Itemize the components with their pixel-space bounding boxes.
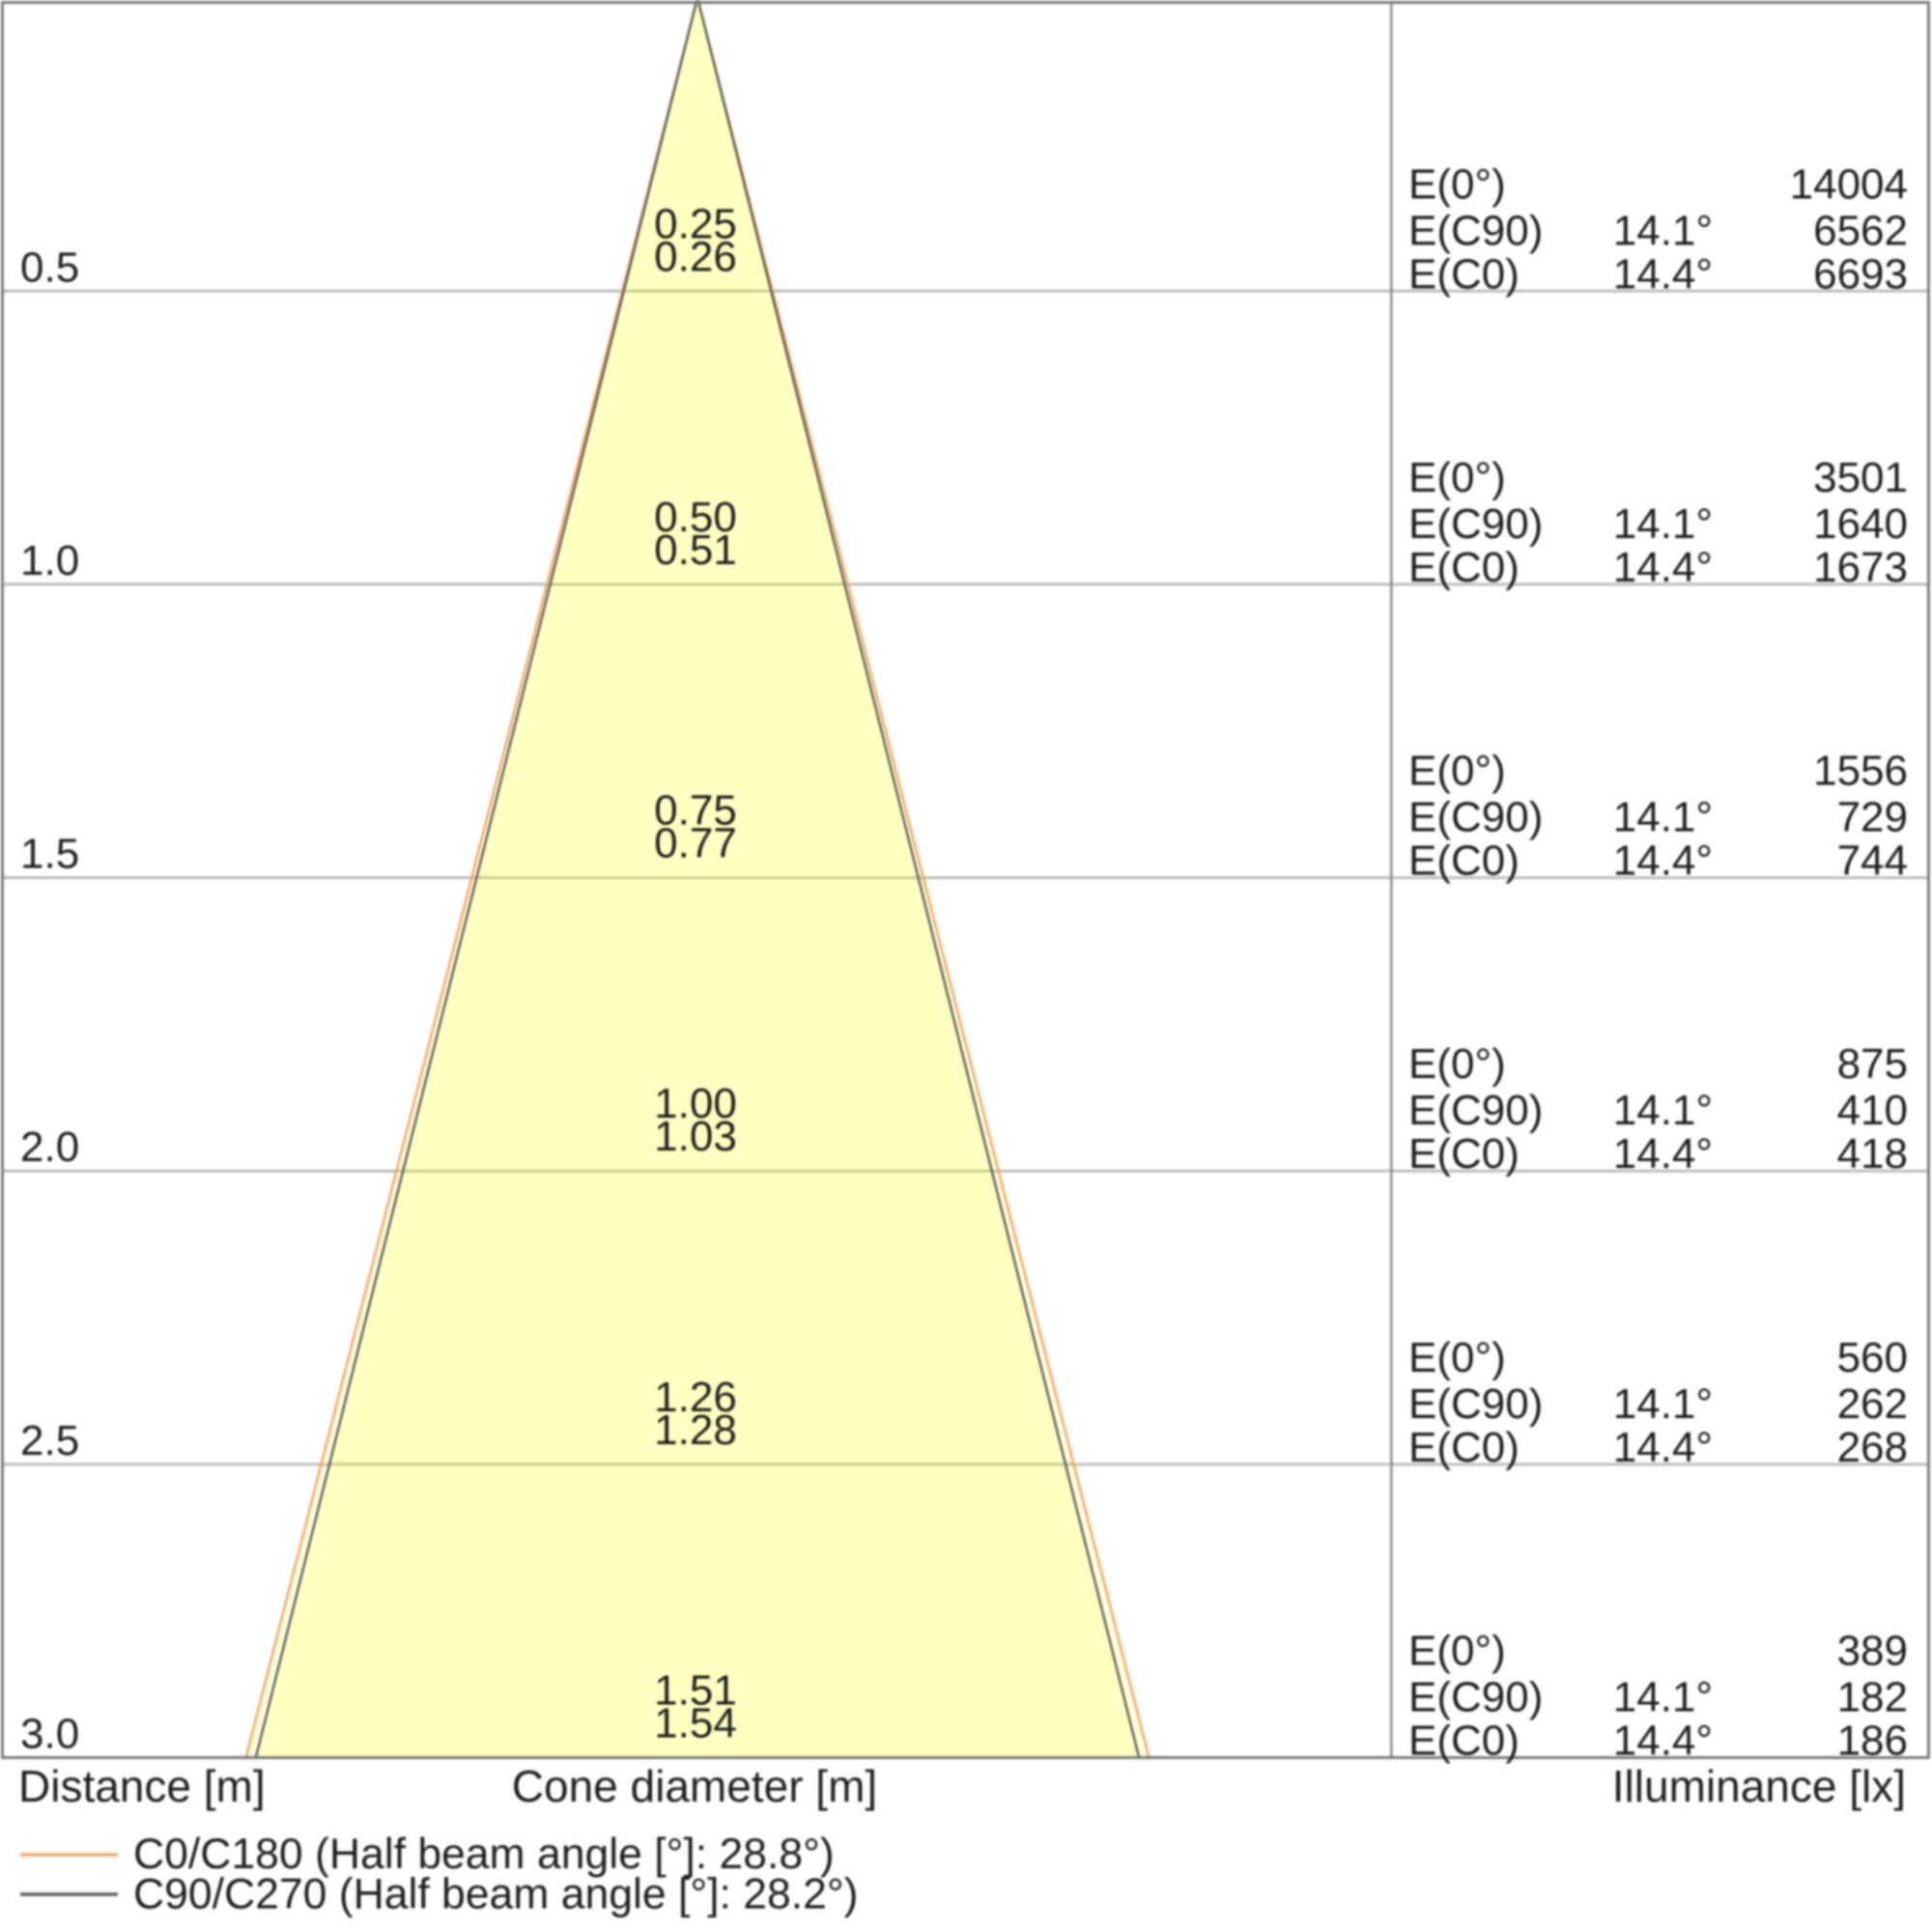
svg-text:E(C0): E(C0): [1408, 250, 1520, 298]
svg-text:1556: 1556: [1813, 748, 1908, 795]
svg-text:E(0°): E(0°): [1408, 1040, 1506, 1088]
svg-text:14.4°: 14.4°: [1613, 250, 1713, 298]
svg-text:268: 268: [1837, 1424, 1908, 1471]
svg-text:1.54: 1.54: [654, 1700, 737, 1747]
svg-text:E(C0): E(C0): [1408, 1424, 1520, 1471]
svg-text:E(C0): E(C0): [1408, 1130, 1520, 1178]
svg-text:14.1°: 14.1°: [1613, 207, 1713, 254]
svg-text:0.77: 0.77: [654, 820, 737, 867]
svg-text:14004: 14004: [1790, 160, 1908, 208]
svg-text:6562: 6562: [1813, 207, 1908, 254]
svg-text:Cone diameter [m]: Cone diameter [m]: [512, 1761, 877, 1811]
svg-text:1.00: 1.00: [654, 1080, 737, 1127]
svg-text:1.51: 1.51: [654, 1667, 737, 1715]
svg-text:E(0°): E(0°): [1408, 1628, 1506, 1675]
svg-text:186: 186: [1837, 1718, 1908, 1765]
svg-text:3.0: 3.0: [20, 1711, 79, 1758]
svg-text:744: 744: [1837, 838, 1908, 885]
svg-text:E(0°): E(0°): [1408, 160, 1506, 208]
svg-text:E(0°): E(0°): [1408, 748, 1506, 795]
svg-text:0.26: 0.26: [654, 233, 737, 280]
svg-text:0.51: 0.51: [654, 526, 737, 574]
svg-text:0.75: 0.75: [654, 787, 737, 835]
svg-text:2.0: 2.0: [20, 1123, 79, 1171]
svg-text:E(C90): E(C90): [1408, 794, 1543, 841]
svg-text:875: 875: [1837, 1040, 1908, 1088]
svg-text:14.1°: 14.1°: [1613, 500, 1713, 548]
svg-text:182: 182: [1837, 1674, 1908, 1721]
svg-text:E(C90): E(C90): [1408, 1380, 1543, 1428]
svg-text:14.1°: 14.1°: [1613, 1380, 1713, 1428]
svg-text:14.1°: 14.1°: [1613, 1087, 1713, 1134]
svg-text:C0/C180 (Half beam angle [°]:: C0/C180 (Half beam angle [°]: 28.8°): [133, 1831, 835, 1878]
svg-text:14.4°: 14.4°: [1613, 1130, 1713, 1178]
svg-text:1.0: 1.0: [20, 537, 79, 584]
svg-text:389: 389: [1837, 1628, 1908, 1675]
svg-text:410: 410: [1837, 1087, 1908, 1134]
svg-text:3501: 3501: [1813, 454, 1908, 501]
svg-text:14.1°: 14.1°: [1613, 1674, 1713, 1721]
svg-text:E(C0): E(C0): [1408, 544, 1520, 591]
svg-text:14.1°: 14.1°: [1613, 794, 1713, 841]
svg-text:14.4°: 14.4°: [1613, 838, 1713, 885]
svg-text:E(C90): E(C90): [1408, 500, 1543, 548]
svg-text:418: 418: [1837, 1130, 1908, 1178]
svg-text:0.5: 0.5: [20, 243, 79, 291]
svg-text:560: 560: [1837, 1334, 1908, 1381]
svg-text:E(C90): E(C90): [1408, 207, 1543, 254]
svg-text:6693: 6693: [1813, 250, 1908, 298]
svg-text:E(0°): E(0°): [1408, 1334, 1506, 1381]
svg-text:1.03: 1.03: [654, 1113, 737, 1160]
svg-text:0.25: 0.25: [654, 200, 737, 247]
svg-text:2.5: 2.5: [20, 1417, 79, 1464]
svg-text:1.5: 1.5: [20, 831, 79, 878]
svg-text:729: 729: [1837, 794, 1908, 841]
svg-text:E(C0): E(C0): [1408, 1718, 1520, 1765]
svg-text:E(C90): E(C90): [1408, 1087, 1543, 1134]
svg-text:1.28: 1.28: [654, 1406, 737, 1454]
svg-text:14.4°: 14.4°: [1613, 1424, 1713, 1471]
svg-text:262: 262: [1837, 1380, 1908, 1428]
svg-text:E(C0): E(C0): [1408, 838, 1520, 885]
svg-text:1640: 1640: [1813, 500, 1908, 548]
svg-text:0.50: 0.50: [654, 494, 737, 541]
svg-text:1673: 1673: [1813, 544, 1908, 591]
svg-text:C90/C270 (Half beam angle [°]:: C90/C270 (Half beam angle [°]: 28.2°): [133, 1871, 858, 1918]
svg-text:E(0°): E(0°): [1408, 454, 1506, 501]
svg-text:Distance [m]: Distance [m]: [18, 1761, 266, 1811]
svg-text:14.4°: 14.4°: [1613, 1718, 1713, 1765]
svg-text:1.26: 1.26: [654, 1374, 737, 1421]
svg-text:E(C90): E(C90): [1408, 1674, 1543, 1721]
svg-text:Illuminance [lx]: Illuminance [lx]: [1612, 1761, 1906, 1811]
svg-text:14.4°: 14.4°: [1613, 544, 1713, 591]
